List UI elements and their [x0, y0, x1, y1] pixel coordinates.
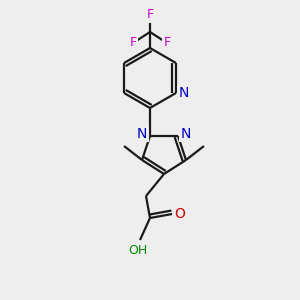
Text: F: F	[164, 37, 171, 50]
Text: N: N	[181, 127, 191, 141]
Text: N: N	[179, 86, 189, 100]
Text: OH: OH	[128, 244, 148, 256]
Text: N: N	[137, 127, 147, 141]
Text: F: F	[129, 37, 137, 50]
Text: O: O	[175, 207, 185, 221]
Text: F: F	[146, 8, 154, 22]
